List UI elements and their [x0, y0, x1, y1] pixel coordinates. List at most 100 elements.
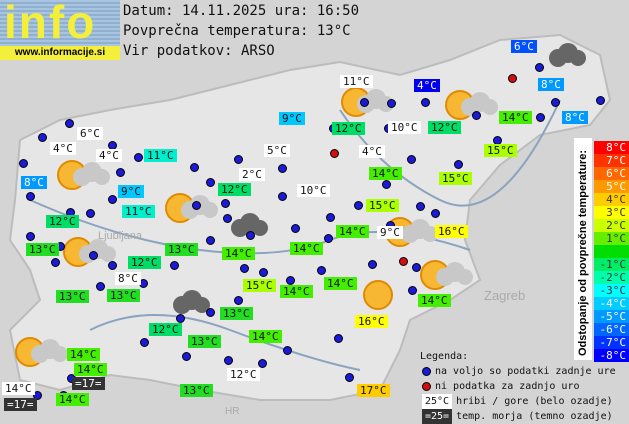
station-temperature[interactable]: 14°C [222, 247, 255, 260]
station-dot-available[interactable] [26, 232, 35, 241]
station-temperature[interactable]: 11°C [340, 75, 373, 88]
station-dot-available[interactable] [206, 178, 215, 187]
station-dot-available[interactable] [551, 98, 560, 107]
station-dot-available[interactable] [26, 192, 35, 201]
station-dot-available[interactable] [283, 346, 292, 355]
station-dot-available[interactable] [38, 133, 47, 142]
station-dot-available[interactable] [345, 373, 354, 382]
station-dot-available[interactable] [278, 192, 287, 201]
station-dot-available[interactable] [259, 268, 268, 277]
station-dot-available[interactable] [368, 260, 377, 269]
station-temperature[interactable]: 13°C [165, 243, 198, 256]
station-temperature[interactable]: 12°C [128, 256, 161, 269]
station-temperature[interactable]: 9°C [377, 226, 403, 239]
station-dot-available[interactable] [234, 296, 243, 305]
station-temperature[interactable]: 14°C [67, 348, 100, 361]
station-dot-available[interactable] [278, 164, 287, 173]
station-dot-available[interactable] [65, 119, 74, 128]
station-temperature[interactable]: 12°C [218, 183, 251, 196]
station-dot-available[interactable] [354, 201, 363, 210]
station-dot-available[interactable] [234, 155, 243, 164]
station-temperature[interactable]: 8°C [21, 176, 47, 189]
station-dot-available[interactable] [286, 276, 295, 285]
station-dot-available[interactable] [535, 63, 544, 72]
station-temperature[interactable]: 14°C [74, 363, 107, 376]
station-dot-unavailable[interactable] [330, 149, 339, 158]
station-temperature[interactable]: 10°C [388, 121, 421, 134]
station-dot-available[interactable] [382, 180, 391, 189]
station-dot-available[interactable] [596, 96, 605, 105]
station-temperature[interactable]: 13°C [188, 335, 221, 348]
station-temperature[interactable]: 9°C [118, 185, 144, 198]
station-dot-available[interactable] [324, 234, 333, 243]
station-dot-available[interactable] [407, 155, 416, 164]
station-dot-available[interactable] [334, 334, 343, 343]
station-temperature[interactable]: 14°C [2, 382, 35, 395]
station-dot-available[interactable] [108, 261, 117, 270]
station-temperature[interactable]: 16°C [355, 315, 388, 328]
station-dot-available[interactable] [192, 201, 201, 210]
station-temperature[interactable]: 14°C [56, 393, 89, 406]
station-dot-available[interactable] [116, 168, 125, 177]
station-dot-available[interactable] [182, 352, 191, 361]
logo[interactable]: info www.informacije.si [0, 0, 120, 60]
station-dot-available[interactable] [140, 338, 149, 347]
station-dot-available[interactable] [536, 113, 545, 122]
station-temperature[interactable]: =17= [4, 398, 37, 411]
station-dot-unavailable[interactable] [508, 74, 517, 83]
station-dot-available[interactable] [454, 160, 463, 169]
station-dot-available[interactable] [246, 231, 255, 240]
station-temperature[interactable]: 4°C [96, 149, 122, 162]
station-temperature[interactable]: =17= [72, 377, 105, 390]
station-temperature[interactable]: 12°C [227, 368, 260, 381]
station-dot-available[interactable] [51, 258, 60, 267]
station-temperature[interactable]: 16°C [435, 225, 468, 238]
station-dot-available[interactable] [89, 251, 98, 260]
station-dot-available[interactable] [170, 261, 179, 270]
station-temperature[interactable]: 9°C [279, 112, 305, 125]
station-temperature[interactable]: 11°C [144, 149, 177, 162]
station-temperature[interactable]: 14°C [280, 285, 313, 298]
station-temperature[interactable]: 11°C [122, 205, 155, 218]
station-temperature[interactable]: 8°C [562, 111, 588, 124]
station-temperature[interactable]: 13°C [107, 289, 140, 302]
station-temperature[interactable]: 13°C [26, 243, 59, 256]
station-temperature[interactable]: 14°C [499, 111, 532, 124]
station-dot-available[interactable] [134, 153, 143, 162]
station-temperature[interactable]: 4°C [414, 79, 440, 92]
station-dot-unavailable[interactable] [399, 257, 408, 266]
station-dot-available[interactable] [421, 98, 430, 107]
station-temperature[interactable]: 14°C [324, 277, 357, 290]
station-dot-available[interactable] [224, 356, 233, 365]
station-dot-available[interactable] [408, 286, 417, 295]
station-dot-available[interactable] [190, 163, 199, 172]
station-dot-available[interactable] [108, 195, 117, 204]
station-dot-available[interactable] [19, 159, 28, 168]
station-dot-available[interactable] [431, 209, 440, 218]
station-temperature[interactable]: 13°C [56, 290, 89, 303]
station-dot-available[interactable] [416, 202, 425, 211]
station-dot-available[interactable] [317, 266, 326, 275]
station-dot-available[interactable] [240, 264, 249, 273]
station-temperature[interactable]: 4°C [50, 142, 76, 155]
station-temperature[interactable]: 8°C [115, 272, 141, 285]
station-temperature[interactable]: 12°C [332, 122, 365, 135]
station-temperature[interactable]: 5°C [264, 144, 290, 157]
station-temperature[interactable]: 14°C [290, 242, 323, 255]
station-temperature[interactable]: 4°C [359, 145, 385, 158]
station-dot-available[interactable] [291, 224, 300, 233]
station-dot-available[interactable] [221, 199, 230, 208]
station-temperature[interactable]: 6°C [511, 40, 537, 53]
station-dot-available[interactable] [412, 263, 421, 272]
station-dot-available[interactable] [472, 111, 481, 120]
station-temperature[interactable]: 12°C [149, 323, 182, 336]
station-temperature[interactable]: 12°C [428, 121, 461, 134]
station-temperature[interactable]: 15°C [243, 279, 276, 292]
station-temperature[interactable]: 14°C [336, 225, 369, 238]
station-dot-available[interactable] [387, 99, 396, 108]
station-temperature[interactable]: 10°C [297, 184, 330, 197]
station-temperature[interactable]: 15°C [484, 144, 517, 157]
station-temperature[interactable]: 15°C [366, 199, 399, 212]
station-temperature[interactable]: 14°C [249, 330, 282, 343]
station-dot-available[interactable] [360, 98, 369, 107]
